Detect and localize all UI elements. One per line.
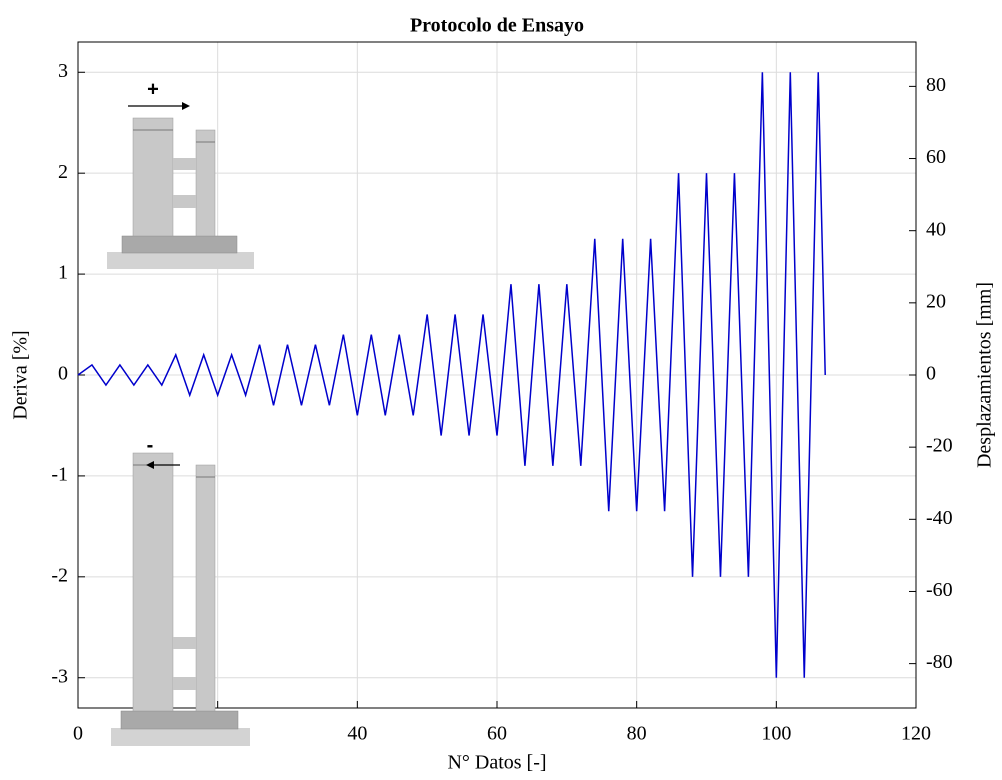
y-tick-label: 1 xyxy=(58,262,68,284)
annotation: + xyxy=(147,78,159,100)
chart-title: Protocolo de Ensayo xyxy=(410,15,584,37)
y-tick-label: 0 xyxy=(58,363,68,385)
specimen-icon xyxy=(107,102,254,269)
y-axis-label: Deriva [%] xyxy=(10,330,32,419)
y2-tick-label: -40 xyxy=(926,507,953,529)
y-tick-label: 3 xyxy=(58,60,68,82)
y2-tick-label: -80 xyxy=(926,651,953,673)
y-tick-label: -3 xyxy=(51,665,68,687)
annotation: - xyxy=(147,434,154,456)
y2-tick-label: 80 xyxy=(926,74,946,96)
x-axis-label: N° Datos [-] xyxy=(447,752,546,774)
x-tick-label: 80 xyxy=(627,723,647,745)
y2-tick-label: 0 xyxy=(926,363,936,385)
y2-tick-label: 20 xyxy=(926,290,946,312)
y2-tick-label: 40 xyxy=(926,218,946,240)
x-tick-label: 120 xyxy=(901,723,931,745)
y-tick-label: 2 xyxy=(58,161,68,183)
y2-tick-label: -20 xyxy=(926,435,953,457)
x-tick-label: 60 xyxy=(487,723,507,745)
specimen-icon xyxy=(111,452,250,746)
y2-tick-label: -60 xyxy=(926,579,953,601)
y-tick-label: -2 xyxy=(51,564,68,586)
y2-tick-label: 60 xyxy=(926,146,946,168)
x-tick-label: 0 xyxy=(73,723,83,745)
data-line xyxy=(77,72,826,678)
y-tick-label: -1 xyxy=(51,464,68,486)
x-tick-label: 100 xyxy=(761,723,791,745)
x-tick-label: 40 xyxy=(347,723,367,745)
y2-axis-label: Desplazamientos [mm] xyxy=(974,282,996,468)
